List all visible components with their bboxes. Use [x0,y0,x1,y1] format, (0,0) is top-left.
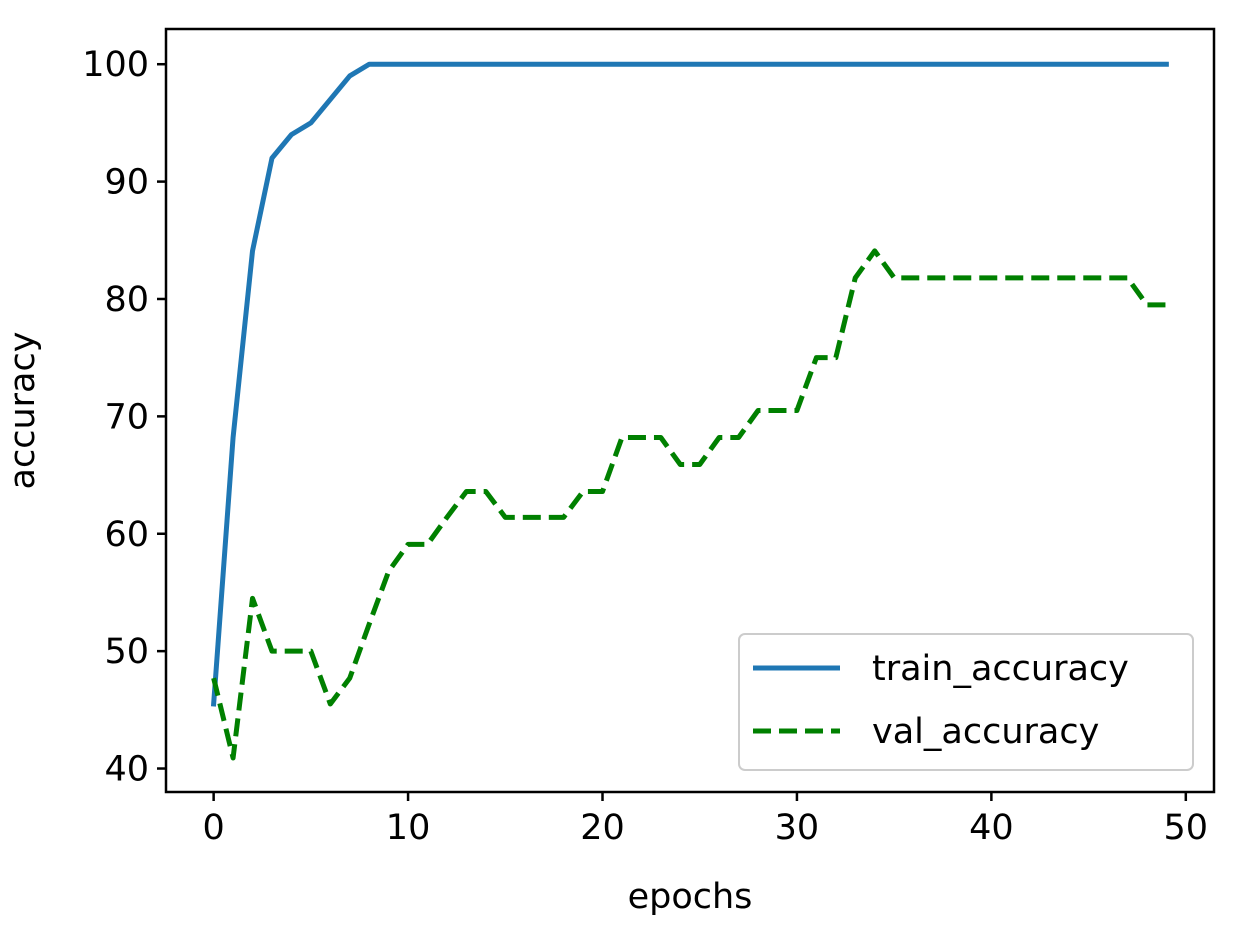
legend-box [738,633,1194,771]
x-axis-label: epochs [628,877,753,917]
y-tick-label: 60 [104,515,149,555]
x-tick-label: 50 [1164,808,1209,848]
x-tick-label: 10 [386,808,431,848]
y-axis-label: accuracy [3,332,43,490]
ticks-layer: 0 10 20 30 40 50 40 50 60 70 80 90 100 [82,45,1208,848]
series-line-val-accuracy [211,248,1167,761]
series-layer [210,61,1169,761]
plot-frame [164,27,1216,794]
series-line-train-accuracy [210,61,1169,707]
legend-label-val-accuracy: val_accuracy [872,712,1099,752]
y-tick-label: 70 [104,397,149,437]
legend: train_accuracy val_accuracy [738,633,1194,771]
y-tick-label: 40 [104,750,149,790]
y-tick-label: 80 [104,280,149,320]
x-tick-label: 30 [775,808,820,848]
legend-label-train-accuracy: train_accuracy [872,649,1129,689]
x-tick-label: 20 [580,808,625,848]
y-tick-label: 90 [104,163,149,203]
x-tick-label: 40 [969,808,1014,848]
y-tick-label: 100 [82,45,149,85]
x-tick-label: 0 [202,808,224,848]
y-tick-label: 50 [104,632,149,672]
